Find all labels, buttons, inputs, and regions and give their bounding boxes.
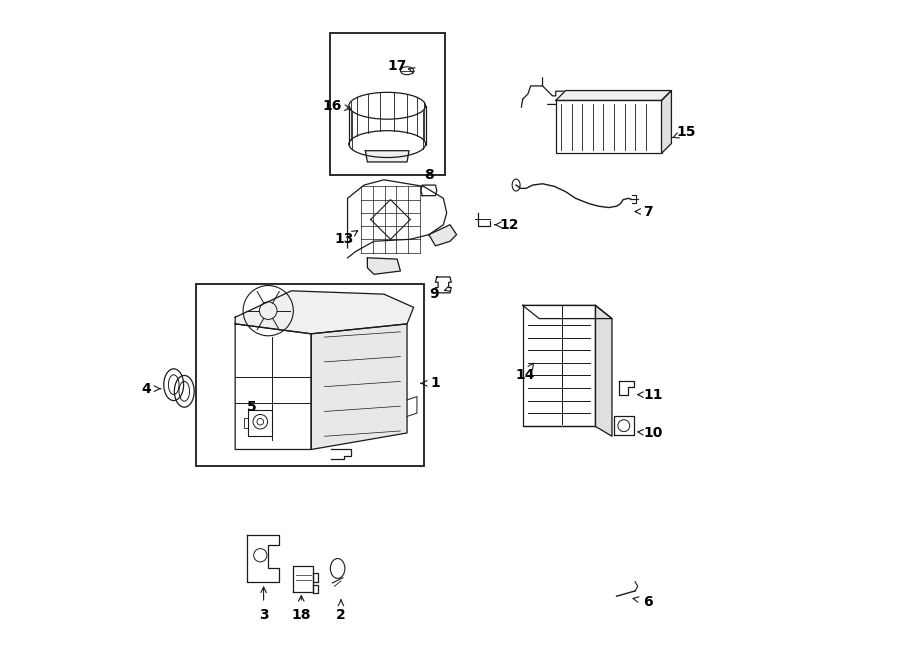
Polygon shape	[331, 449, 351, 459]
Text: 4: 4	[141, 381, 151, 396]
Text: 17: 17	[387, 59, 407, 73]
Polygon shape	[523, 305, 596, 426]
Text: 15: 15	[677, 125, 697, 139]
Text: 9: 9	[429, 287, 439, 301]
Text: 16: 16	[323, 98, 342, 113]
Text: 18: 18	[292, 607, 311, 622]
Polygon shape	[556, 91, 671, 100]
Text: 5: 5	[247, 399, 256, 414]
Bar	[195, 284, 424, 466]
Text: 7: 7	[644, 204, 653, 219]
Polygon shape	[235, 291, 414, 334]
Text: 14: 14	[515, 368, 535, 383]
Text: 3: 3	[259, 607, 268, 622]
Text: 12: 12	[500, 217, 519, 232]
Polygon shape	[313, 585, 319, 593]
Polygon shape	[436, 277, 451, 293]
Polygon shape	[293, 566, 313, 592]
Polygon shape	[311, 324, 407, 449]
Text: 11: 11	[644, 387, 663, 402]
Text: 6: 6	[644, 594, 653, 609]
Polygon shape	[523, 305, 612, 319]
Polygon shape	[421, 185, 436, 196]
Polygon shape	[365, 151, 409, 162]
Text: 13: 13	[335, 232, 354, 247]
Text: 1: 1	[430, 376, 440, 391]
Bar	[556, 100, 662, 153]
Text: 2: 2	[336, 607, 346, 622]
Polygon shape	[614, 416, 634, 435]
Polygon shape	[248, 535, 279, 582]
Bar	[329, 33, 446, 175]
Text: 10: 10	[644, 426, 663, 440]
Bar	[248, 410, 272, 436]
Polygon shape	[428, 225, 456, 246]
Polygon shape	[367, 258, 400, 274]
Polygon shape	[313, 573, 319, 582]
Polygon shape	[235, 324, 311, 449]
Polygon shape	[347, 180, 446, 258]
Polygon shape	[619, 381, 634, 395]
Polygon shape	[596, 305, 612, 436]
Polygon shape	[662, 91, 671, 153]
Text: 8: 8	[424, 168, 434, 182]
